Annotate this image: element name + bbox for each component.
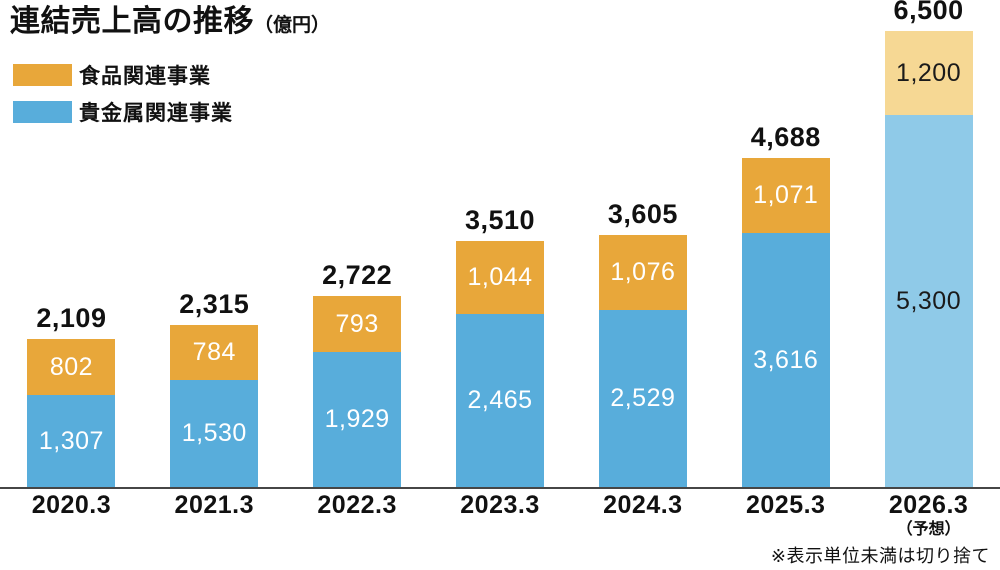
stacked-bar-plot-area: 2,109 802 1,307 2,315 784 1,530 2,722 793 1,929 3… xyxy=(0,0,1000,487)
stacked-bar: 1,071 3,616 xyxy=(741,158,830,487)
x-label-group-2025.3: 2025.3 xyxy=(714,491,857,539)
chart-title-unit: （億円） xyxy=(254,15,331,36)
stacked-bar: 802 1,307 xyxy=(27,339,116,487)
x-axis-label: 2026.3 xyxy=(888,491,969,519)
stacked-bar: 1,044 2,465 xyxy=(456,241,544,487)
bar-group-2024.3: 3,605 1,076 2,529 xyxy=(571,201,714,487)
bar-segment-食品関連事業: 1,044 xyxy=(456,241,544,314)
bar-group-2023.3: 3,510 1,044 2,465 xyxy=(429,207,572,487)
bar-total-label: 3,605 xyxy=(607,199,678,229)
bar-total-label: 2,109 xyxy=(36,303,107,333)
stacked-bar: 784 1,530 xyxy=(170,325,259,487)
x-label-group-2020.3: 2020.3 xyxy=(0,491,143,539)
bar-segment-食品関連事業: 784 xyxy=(170,325,259,380)
x-label-group-2026.3: 2026.3 （予想） xyxy=(857,491,1000,539)
footnote: ※表示単位未満は切り捨て xyxy=(770,546,990,566)
x-axis-label: 2022.3 xyxy=(317,491,397,519)
legend-item-precious-metals: 貴金属関連事業 xyxy=(13,97,233,127)
x-axis-line xyxy=(0,487,1000,489)
legend-item-food: 食品関連事業 xyxy=(13,60,233,90)
x-axis-labels: 2020.3 2021.3 2022.3 2023.3 2024.3 2025.3 2026… xyxy=(0,491,1000,539)
bar-group-2022.3: 2,722 793 1,929 xyxy=(286,262,429,487)
bar-group-2020.3: 2,109 802 1,307 xyxy=(0,305,143,487)
x-axis-label: 2021.3 xyxy=(174,491,255,519)
legend: 食品関連事業 貴金属関連事業 xyxy=(13,60,233,127)
legend-swatch-precious-metals xyxy=(13,101,72,123)
bar-total-label: 2,315 xyxy=(179,289,250,319)
x-axis-label: 2025.3 xyxy=(745,491,826,519)
stacked-bar: 1,200 5,300 xyxy=(884,31,973,487)
bar-segment-食品関連事業: 793 xyxy=(313,296,402,352)
x-axis-label: 2020.3 xyxy=(31,491,112,519)
bar-group-2025.3: 4,688 1,071 3,616 xyxy=(714,124,857,487)
bar-total-label: 6,500 xyxy=(893,0,964,25)
x-label-group-2022.3: 2022.3 xyxy=(286,491,429,539)
bar-group-2026.3: 6,500 1,200 5,300 xyxy=(857,0,1000,487)
bar-segment-貴金属関連事業: 5,300 xyxy=(884,115,973,487)
bar-total-label: 2,722 xyxy=(322,260,393,290)
legend-swatch-food xyxy=(13,64,72,86)
bar-group-2021.3: 2,315 784 1,530 xyxy=(143,291,286,487)
bar-segment-食品関連事業: 1,200 xyxy=(884,31,973,115)
x-axis-sublabel: （予想） xyxy=(896,520,961,538)
bar-total-label: 3,510 xyxy=(464,205,536,235)
x-label-group-2021.3: 2021.3 xyxy=(143,491,286,539)
bar-segment-貴金属関連事業: 1,929 xyxy=(313,352,402,487)
bar-segment-貴金属関連事業: 2,529 xyxy=(598,310,687,487)
legend-label-precious-metals: 貴金属関連事業 xyxy=(79,102,233,125)
x-label-group-2024.3: 2024.3 xyxy=(571,491,714,539)
bar-segment-食品関連事業: 1,071 xyxy=(741,158,830,233)
bar-segment-貴金属関連事業: 1,530 xyxy=(170,380,259,487)
stacked-bar: 1,076 2,529 xyxy=(598,235,687,487)
bar-segment-貴金属関連事業: 2,465 xyxy=(456,314,544,487)
stacked-bar: 793 1,929 xyxy=(313,296,402,487)
bar-segment-食品関連事業: 802 xyxy=(27,339,116,395)
chart-title: 連結売上高の推移（億円） xyxy=(10,4,330,40)
chart-title-main: 連結売上高の推移 xyxy=(10,5,254,38)
legend-label-food: 食品関連事業 xyxy=(79,65,211,88)
x-label-group-2023.3: 2023.3 xyxy=(429,491,572,539)
x-axis-label: 2024.3 xyxy=(603,491,683,519)
bar-total-label: 4,688 xyxy=(750,122,821,152)
bar-segment-貴金属関連事業: 3,616 xyxy=(741,233,830,487)
x-axis-label: 2023.3 xyxy=(460,491,540,519)
bar-segment-食品関連事業: 1,076 xyxy=(598,235,687,310)
bar-segment-貴金属関連事業: 1,307 xyxy=(27,395,116,487)
